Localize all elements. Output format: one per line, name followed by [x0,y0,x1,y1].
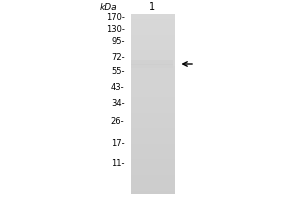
Text: 17-: 17- [111,140,124,148]
Text: 1: 1 [149,2,155,12]
Text: 55-: 55- [111,66,124,75]
Text: 130-: 130- [106,24,124,33]
Text: 11-: 11- [111,160,124,168]
Text: 95-: 95- [111,38,124,46]
Text: 170-: 170- [106,14,124,22]
Text: kDa: kDa [99,2,117,11]
Text: 43-: 43- [111,82,124,92]
Text: 72-: 72- [111,52,124,62]
Text: 26-: 26- [111,117,124,127]
Text: 34-: 34- [111,98,124,108]
